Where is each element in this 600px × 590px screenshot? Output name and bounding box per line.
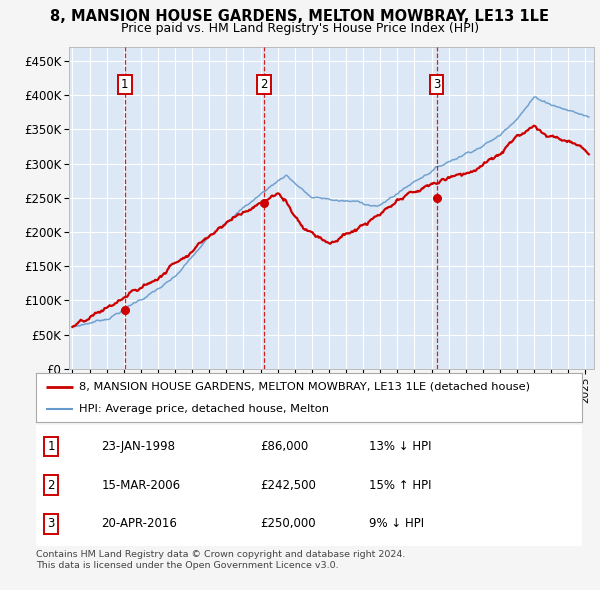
- Text: 2: 2: [260, 78, 268, 91]
- Text: This data is licensed under the Open Government Licence v3.0.: This data is licensed under the Open Gov…: [36, 560, 338, 569]
- Text: 8, MANSION HOUSE GARDENS, MELTON MOWBRAY, LE13 1LE (detached house): 8, MANSION HOUSE GARDENS, MELTON MOWBRAY…: [79, 382, 530, 392]
- Text: Price paid vs. HM Land Registry's House Price Index (HPI): Price paid vs. HM Land Registry's House …: [121, 22, 479, 35]
- Text: 8, MANSION HOUSE GARDENS, MELTON MOWBRAY, LE13 1LE: 8, MANSION HOUSE GARDENS, MELTON MOWBRAY…: [50, 9, 550, 24]
- Text: 9% ↓ HPI: 9% ↓ HPI: [369, 517, 424, 530]
- Text: 15% ↑ HPI: 15% ↑ HPI: [369, 478, 431, 492]
- Text: 13% ↓ HPI: 13% ↓ HPI: [369, 440, 431, 453]
- Text: 1: 1: [121, 78, 128, 91]
- Text: 3: 3: [47, 517, 55, 530]
- Text: Contains HM Land Registry data © Crown copyright and database right 2024.: Contains HM Land Registry data © Crown c…: [36, 550, 406, 559]
- Text: 20-APR-2016: 20-APR-2016: [101, 517, 178, 530]
- Text: 3: 3: [433, 78, 440, 91]
- Text: £86,000: £86,000: [260, 440, 308, 453]
- Text: 15-MAR-2006: 15-MAR-2006: [101, 478, 181, 492]
- Text: 2: 2: [47, 478, 55, 492]
- Text: £250,000: £250,000: [260, 517, 316, 530]
- Text: HPI: Average price, detached house, Melton: HPI: Average price, detached house, Melt…: [79, 404, 329, 414]
- Text: 23-JAN-1998: 23-JAN-1998: [101, 440, 176, 453]
- Text: 1: 1: [47, 440, 55, 453]
- Text: £242,500: £242,500: [260, 478, 316, 492]
